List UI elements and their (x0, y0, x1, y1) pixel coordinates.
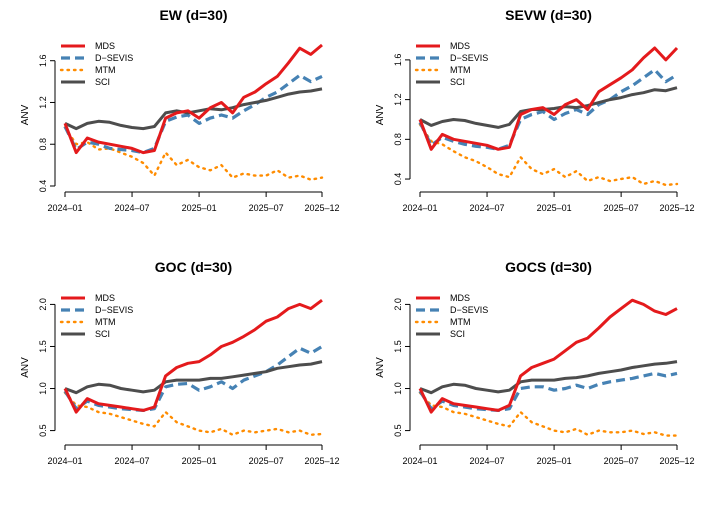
legend-label: MTM (95, 317, 116, 327)
x-tick-label: 2024–01 (47, 456, 82, 466)
y-tick-label: 1.2 (393, 93, 403, 106)
x-tick-label: 2025–07 (604, 456, 639, 466)
x-tick-label: 2024–01 (47, 203, 82, 213)
y-tick-label: 2.0 (38, 298, 48, 311)
y-tick-label: 1.2 (38, 96, 48, 109)
y-axis-label: ANV (20, 357, 31, 378)
legend-label: MTM (450, 65, 471, 75)
legend-label: D−SEVIS (450, 305, 488, 315)
legend-label: SCI (450, 77, 465, 87)
series-line (418, 371, 678, 412)
legend-label: MDS (95, 41, 115, 51)
x-tick-label: 2024–07 (470, 456, 505, 466)
y-tick-label: 2.0 (393, 298, 403, 311)
y-tick-label: 0.5 (393, 424, 403, 437)
series-line (418, 68, 678, 151)
series-line (63, 73, 323, 155)
chart-panel: GOC (d=30) ANV 0.5 1.0 1.5 2.0 2024–01 2024–07 2… (20, 259, 340, 466)
series-line (64, 87, 323, 131)
legend-label: SCI (95, 329, 110, 339)
series-line (63, 345, 323, 412)
x-tick-label: 2024–07 (115, 456, 150, 466)
chart-title: GOC (d=30) (155, 259, 232, 275)
x-tick-label: 2024–01 (402, 203, 437, 213)
chart-panel: EW (d=30) ANV 0.4 0.8 1.2 1.6 2024–01 2024–07 20… (20, 7, 340, 213)
y-tick-label: 0.4 (393, 173, 403, 186)
y-tick-label: 1.0 (393, 382, 403, 395)
y-tick-label: 0.5 (38, 424, 48, 437)
x-tick-label: 2025–01 (537, 456, 572, 466)
series-line (419, 360, 678, 395)
series-line (63, 299, 323, 414)
x-tick-label: 2024–07 (115, 203, 150, 213)
chart-title: GOCS (d=30) (505, 259, 592, 275)
x-tick-label: 2025–12 (304, 203, 339, 213)
series-line (63, 126, 324, 181)
legend-label: SCI (450, 329, 465, 339)
y-tick-label: 1.6 (38, 54, 48, 67)
series-line (418, 46, 679, 151)
chart-title: SEVW (d=30) (505, 7, 592, 23)
y-tick-label: 1.6 (393, 54, 403, 67)
x-tick-label: 2025–01 (537, 203, 572, 213)
series-line (418, 123, 679, 187)
chart-panel: SEVW (d=30) ANV 0.4 0.8 1.2 1.6 2024–01 2024–07… (375, 7, 695, 213)
y-axis-label: ANV (375, 357, 386, 378)
series-line (64, 360, 323, 395)
y-tick-label: 1.0 (38, 382, 48, 395)
x-tick-label: 2025–12 (659, 456, 694, 466)
legend-label: D−SEVIS (450, 53, 488, 63)
x-tick-label: 2025–01 (182, 456, 217, 466)
y-axis-label: ANV (20, 104, 31, 125)
x-tick-label: 2025–07 (249, 456, 284, 466)
series-line (418, 298, 678, 414)
y-tick-label: 0.8 (38, 138, 48, 151)
legend-label: MDS (450, 293, 470, 303)
x-tick-label: 2025–01 (182, 203, 217, 213)
legend-label: D−SEVIS (95, 305, 133, 315)
series-line (418, 391, 679, 437)
x-tick-label: 2024–01 (402, 456, 437, 466)
x-tick-label: 2025–07 (249, 203, 284, 213)
y-axis-label: ANV (375, 104, 386, 125)
y-tick-label: 1.5 (393, 340, 403, 353)
y-tick-label: 1.5 (38, 340, 48, 353)
x-tick-label: 2025–07 (604, 203, 639, 213)
legend-label: MDS (95, 293, 115, 303)
chart-panel: GOCS (d=30) ANV 0.5 1.0 1.5 2.0 2024–01 2024–07… (375, 259, 695, 466)
y-tick-label: 0.4 (38, 180, 48, 193)
series-line (63, 43, 323, 155)
legend-label: MTM (95, 65, 116, 75)
y-tick-label: 0.8 (393, 133, 403, 146)
legend-label: SCI (95, 77, 110, 87)
x-tick-label: 2025–12 (304, 456, 339, 466)
series-line (419, 86, 678, 129)
x-tick-label: 2025–12 (659, 203, 694, 213)
series-line (63, 391, 324, 436)
legend-label: D−SEVIS (95, 53, 133, 63)
chart-title: EW (d=30) (159, 7, 227, 23)
x-tick-label: 2024–07 (470, 203, 505, 213)
legend-label: MTM (450, 317, 471, 327)
legend-label: MDS (450, 41, 470, 51)
